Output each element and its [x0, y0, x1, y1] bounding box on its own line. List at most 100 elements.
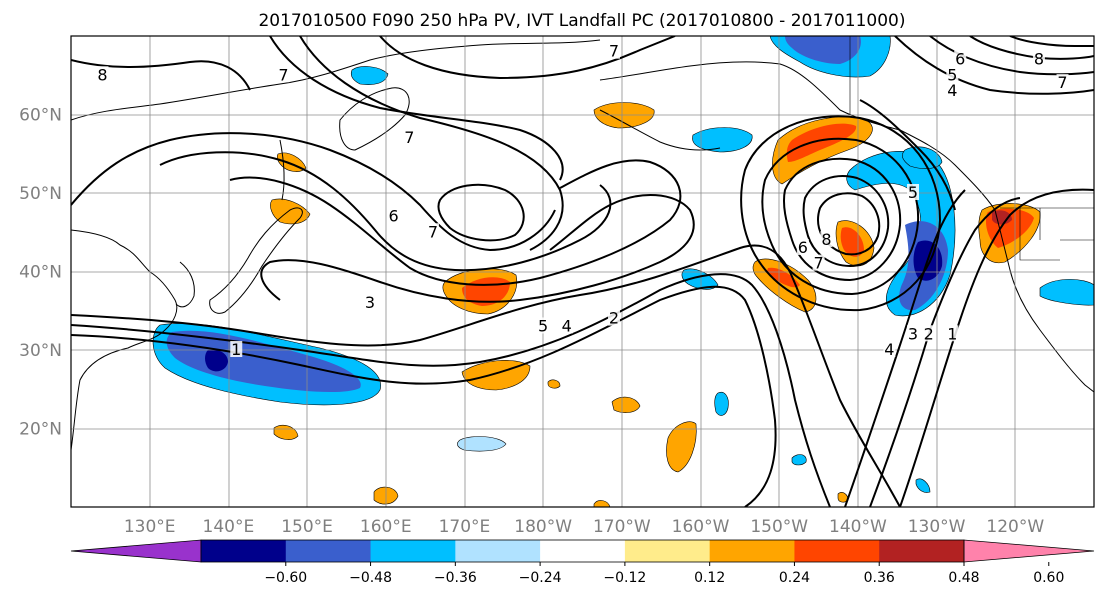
latitude-tick-labels: 20°N 30°N 40°N 50°N 60°N	[19, 106, 62, 440]
lon-tick-label: 180°W	[514, 517, 572, 537]
lon-tick-label: 160°W	[672, 517, 730, 537]
pv-contour-east-3	[844, 189, 966, 507]
pv-contour-ring-1	[740, 115, 942, 312]
colorbar-tick-label: −0.60	[264, 570, 307, 586]
red-region-gulf-alaska	[786, 123, 857, 162]
border-states	[1019, 208, 1094, 261]
colorbar-tick-label: 0.24	[779, 570, 810, 586]
contour-label-bg	[796, 238, 809, 255]
colorbar-segment	[879, 540, 965, 562]
blue-region-west-pacific-inner	[166, 330, 361, 393]
pv-contour-ring-3	[782, 157, 902, 282]
contour-label: 5	[538, 316, 548, 335]
pv-contour-northeast-2	[929, 36, 1094, 76]
map-frame	[70, 35, 1095, 508]
lon-tick-label: 130°W	[908, 517, 966, 537]
contour-label: 3	[365, 293, 375, 312]
pv-contour-5	[229, 159, 682, 286]
colorbar-segment	[455, 540, 541, 562]
coastline-japan	[209, 207, 303, 314]
contour-label-bg	[946, 81, 959, 98]
contour-label: 6	[389, 207, 399, 226]
coastline-siberia	[71, 39, 601, 121]
blue-region-hawaii	[714, 391, 729, 416]
red-region-southwest-low	[767, 267, 800, 288]
contour-label-bg	[812, 254, 825, 271]
colorbar-tick-label: 0.48	[948, 570, 979, 586]
contour-label: 6	[798, 238, 808, 257]
pv-contour-12	[437, 183, 525, 242]
pv-contour-8	[71, 59, 251, 91]
contour-label-bg	[946, 325, 959, 342]
colorbar-segment	[370, 540, 456, 562]
coastline-alaska	[599, 61, 996, 211]
colorbar-tick-label: 0.12	[694, 570, 725, 586]
lon-tick-label: 140°W	[829, 517, 887, 537]
graticule	[71, 36, 1094, 507]
blue-region-kamchatka	[350, 66, 389, 85]
colorbar-segment	[201, 540, 287, 562]
colorbar-segment	[709, 540, 795, 562]
contour-label-bg	[364, 293, 377, 310]
pv-contour-6	[159, 151, 612, 272]
pv-contour-ring-5	[816, 192, 881, 256]
colorbar-segment	[285, 540, 372, 562]
lon-tick-label: 170°E	[439, 517, 491, 537]
colorbar-tick-label: −0.24	[519, 570, 562, 586]
contour-label: 8	[1034, 50, 1044, 69]
contour-label: 3	[908, 324, 918, 343]
lon-tick-label: 160°E	[360, 517, 412, 537]
lon-tick-label: 150°W	[750, 517, 808, 537]
colorbar-segment	[624, 540, 711, 562]
blue-region-south	[457, 436, 507, 452]
colorbar-tick-label: −0.48	[349, 570, 392, 586]
contour-label: 2	[924, 324, 934, 343]
contour-label-bg	[1032, 50, 1045, 67]
contour-label-bg	[277, 66, 290, 83]
contour-label: 5	[908, 183, 918, 202]
orange-region-small-4	[593, 500, 611, 507]
lat-tick-label: 50°N	[19, 184, 62, 204]
pv-contour-northeast-5	[859, 99, 956, 211]
lon-tick-label: 120°W	[986, 517, 1044, 537]
contour-label-bg	[907, 184, 920, 200]
lat-tick-label: 40°N	[19, 263, 62, 283]
contour-label: 8	[97, 65, 107, 84]
contour-label: 7	[609, 42, 619, 61]
contour-label: 4	[884, 340, 894, 359]
contour-label: 7	[404, 128, 414, 147]
contour-label: 4	[562, 316, 572, 335]
contour-label: 7	[278, 65, 288, 84]
pv-contour-11	[379, 36, 676, 80]
colorbar-frame	[200, 539, 965, 563]
coastline-korea	[175, 261, 195, 308]
colorbar	[70, 539, 1095, 563]
contour-label-bg	[387, 207, 400, 224]
meridians	[149, 36, 1016, 507]
blue-region-small-2	[791, 454, 807, 466]
darkred-region-northwest-us	[992, 210, 1012, 225]
contour-label: 7	[813, 254, 823, 273]
chart-title: 2017010500 F090 250 hPa PV, IVT Landfall…	[258, 11, 905, 31]
colorbar-segment	[540, 540, 626, 562]
lon-tick-label: 170°W	[593, 517, 651, 537]
colorbar-extend-high	[963, 539, 1095, 563]
orange-region-small-1	[611, 396, 641, 413]
pv-contour-east-2	[869, 197, 1021, 507]
pv-contour-7	[71, 132, 556, 252]
colorbar-extend-low	[70, 539, 202, 563]
contour-label-bg	[946, 66, 959, 83]
blue-region-small-3	[915, 478, 931, 493]
coastline-asia	[71, 229, 178, 451]
contour-label: 6	[955, 50, 965, 69]
contour-label-bg	[426, 223, 439, 240]
lon-tick-label: 150°E	[281, 517, 333, 537]
contour-label: 7	[1057, 73, 1067, 92]
blue-region-alaska	[692, 127, 753, 153]
contour-label-bg	[883, 341, 896, 357]
contour-label: 5	[947, 65, 957, 84]
lat-tick-label: 20°N	[19, 420, 62, 440]
pv-contour-northeast-4	[1009, 36, 1094, 47]
